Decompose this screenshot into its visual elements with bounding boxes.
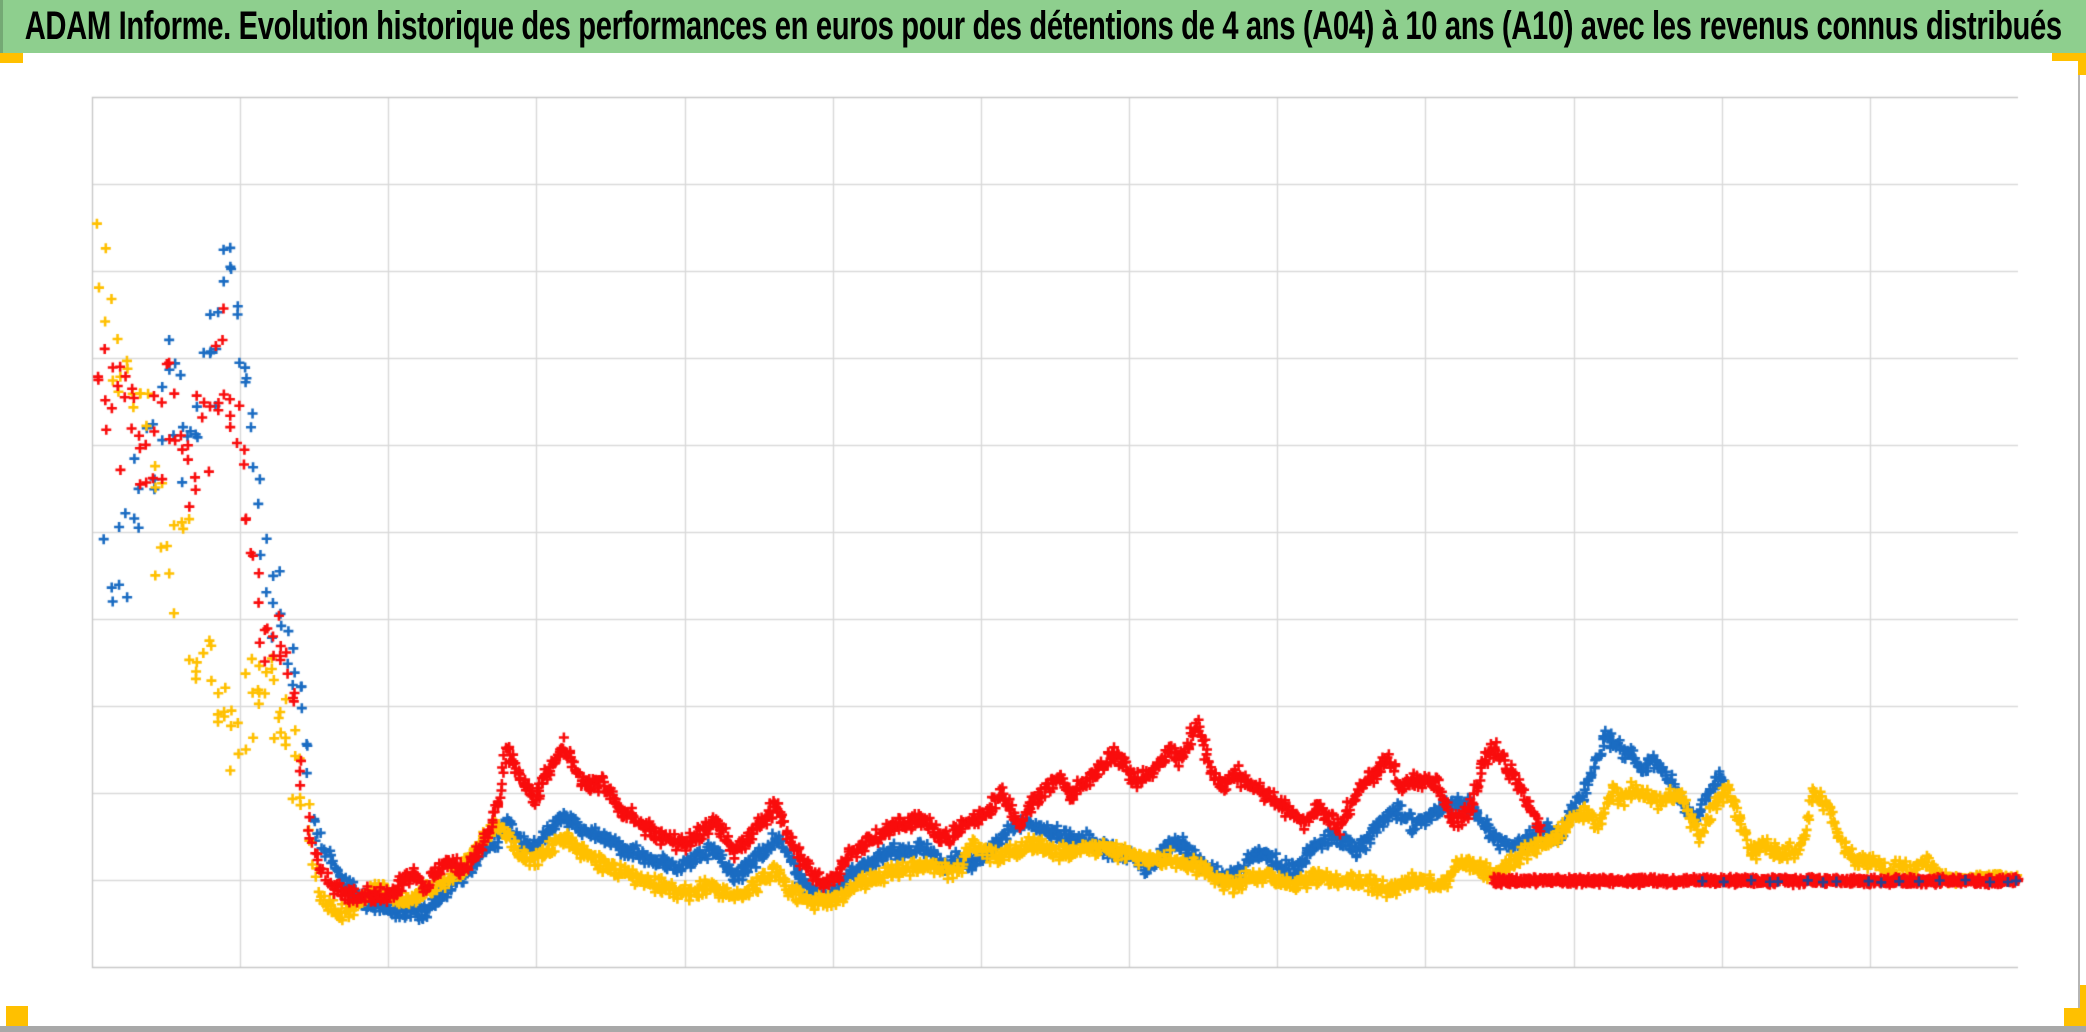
title-bar[interactable]: ADAM Informe. Evolution historique des p… (0, 0, 2086, 53)
selection-accent-top-left-dash (0, 53, 23, 63)
chart-title: ADAM Informe. Evolution historique des p… (24, 4, 2062, 48)
title-bar-left-edge (0, 0, 3, 53)
selection-accent-bottom-right-line (2080, 985, 2086, 1026)
sheet-bottom-strip (0, 1026, 2086, 1032)
selection-accent-top-right-vertical (2078, 53, 2086, 75)
selection-accent-top-right-horizontal (2052, 53, 2086, 61)
selection-accent-bottom-right-square (2064, 1008, 2082, 1026)
selection-accent-bottom-left-square (6, 1006, 28, 1026)
sheet-right-edge-line (2078, 53, 2080, 1026)
